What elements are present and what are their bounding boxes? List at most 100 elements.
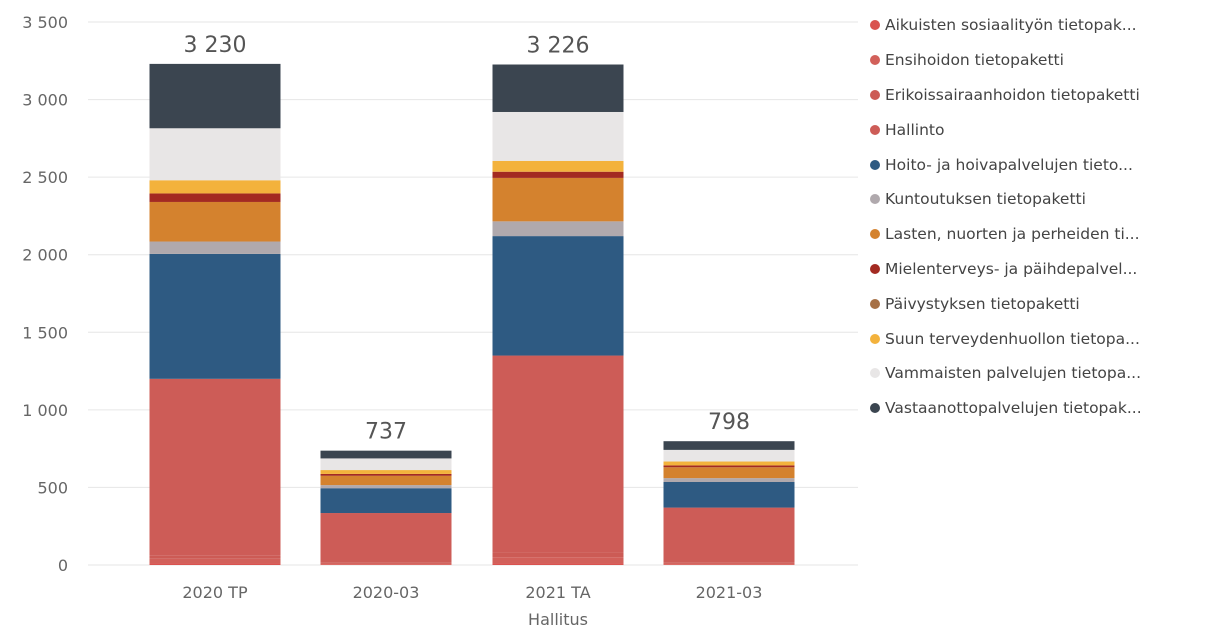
- bar-segment[interactable]: [492, 355, 624, 553]
- legend-swatch: [870, 89, 880, 100]
- legend-swatch: [870, 403, 880, 414]
- legend-label: Erikoissairaanhoidon tietopaketti: [885, 85, 1140, 104]
- x-category-label: 2021 TA: [525, 583, 590, 602]
- bar-segment[interactable]: [320, 513, 452, 563]
- y-tick-label: 3 500: [22, 13, 68, 32]
- bar-segment[interactable]: [149, 241, 281, 254]
- legend-label: Mielenterveys- ja päihdepalvel...: [885, 259, 1138, 278]
- total-label: 737: [365, 420, 407, 445]
- legend-label: Vastaanottopalvelujen tietopak...: [885, 399, 1142, 418]
- legend-swatch: [870, 55, 880, 66]
- legend-swatch: [870, 194, 880, 205]
- legend-item[interactable]: Hallinto: [870, 112, 1230, 147]
- total-label: 798: [708, 410, 750, 435]
- legend-item[interactable]: Aikuisten sosiaalityön tietopak...: [870, 8, 1230, 43]
- bar-segment[interactable]: [492, 552, 624, 558]
- legend-swatch: [870, 124, 880, 135]
- bar-segment[interactable]: [492, 221, 624, 237]
- bar-segment[interactable]: [320, 470, 452, 474]
- bar-segment[interactable]: [320, 450, 452, 459]
- bar-segment[interactable]: [320, 485, 452, 489]
- bar-segment[interactable]: [149, 128, 281, 181]
- bar-segment[interactable]: [663, 563, 795, 565]
- bar-stack[interactable]: [320, 450, 452, 565]
- bar-segment[interactable]: [320, 458, 452, 471]
- bar-segment[interactable]: [663, 507, 795, 563]
- bar-segment[interactable]: [320, 488, 452, 514]
- bar-segment[interactable]: [320, 564, 452, 565]
- legend-item[interactable]: Päivystyksen tietopaketti: [870, 286, 1230, 321]
- legend-item[interactable]: Vammaisten palvelujen tietopa...: [870, 356, 1230, 391]
- bar-segment[interactable]: [492, 557, 624, 564]
- legend-swatch: [870, 159, 880, 170]
- bar-segment[interactable]: [149, 253, 281, 379]
- x-category-label: 2020-03: [353, 583, 420, 602]
- legend-swatch: [870, 333, 880, 344]
- bar-segment[interactable]: [663, 461, 795, 466]
- bar-segment[interactable]: [663, 449, 795, 462]
- bar-segment[interactable]: [663, 441, 795, 450]
- bar-segment[interactable]: [149, 201, 281, 242]
- bar-segment[interactable]: [663, 481, 795, 508]
- legend-item[interactable]: Lasten, nuorten ja perheiden ti...: [870, 217, 1230, 252]
- bar-segment[interactable]: [149, 193, 281, 202]
- bar-segment[interactable]: [492, 160, 624, 172]
- bar-segment[interactable]: [320, 475, 452, 486]
- bar-stack[interactable]: [492, 64, 624, 565]
- bar-stack[interactable]: [663, 441, 795, 565]
- legend-label: Vammaisten palvelujen tietopa...: [885, 364, 1142, 383]
- stacked-bar-chart: 0 500 1 000 1 500 2 000 2 500 3 000 3 500 3 230…: [22, 13, 858, 629]
- legend-label: Lasten, nuorten ja perheiden ti...: [885, 225, 1140, 244]
- total-labels: 3 230 737 3 226 798: [184, 33, 750, 445]
- bar-segment[interactable]: [663, 467, 795, 479]
- legend-swatch: [870, 298, 880, 309]
- legend-item[interactable]: Hoito- ja hoivapalvelujen tieto...: [870, 147, 1230, 182]
- y-axis-ticks: 0 500 1 000 1 500 2 000 2 500 3 000 3 500: [22, 13, 68, 575]
- bar-segment[interactable]: [149, 378, 281, 556]
- bar-segment[interactable]: [149, 563, 281, 565]
- bar-segment[interactable]: [663, 562, 795, 564]
- legend-item[interactable]: Mielenterveys- ja päihdepalvel...: [870, 252, 1230, 287]
- bar-segment[interactable]: [492, 236, 624, 356]
- x-category-sublabel: Hallitus: [528, 610, 588, 629]
- bar-segment[interactable]: [149, 558, 281, 564]
- legend-label: Ensihoidon tietopaketti: [885, 51, 1064, 70]
- bar-segment[interactable]: [320, 562, 452, 564]
- bar-segment[interactable]: [149, 180, 281, 194]
- y-tick-label: 0: [58, 556, 68, 575]
- legend-label: Kuntoutuksen tietopaketti: [885, 190, 1086, 209]
- y-tick-label: 2 500: [22, 168, 68, 187]
- bar-segment[interactable]: [663, 478, 795, 482]
- legend: Aikuisten sosiaalityön tietopak... Ensiho…: [870, 8, 1230, 426]
- bar-segment[interactable]: [492, 171, 624, 178]
- y-tick-label: 2 000: [22, 246, 68, 265]
- bar-segment[interactable]: [663, 564, 795, 565]
- x-axis-categories: 2020 TP 2020-03 2021 TA Hallitus 2021-03: [182, 583, 762, 629]
- legend-item[interactable]: Erikoissairaanhoidon tietopaketti: [870, 78, 1230, 113]
- bar-segment[interactable]: [320, 473, 452, 476]
- bar-stack[interactable]: [149, 63, 281, 565]
- legend-swatch: [870, 263, 880, 274]
- legend-item[interactable]: Vastaanottopalvelujen tietopak...: [870, 391, 1230, 426]
- legend-label: Suun terveydenhuollon tietopa...: [885, 329, 1140, 348]
- legend-item[interactable]: Kuntoutuksen tietopaketti: [870, 182, 1230, 217]
- legend-label: Aikuisten sosiaalityön tietopak...: [885, 16, 1137, 35]
- legend-swatch: [870, 20, 880, 31]
- legend-label: Hallinto: [885, 120, 945, 139]
- legend-swatch: [870, 368, 880, 379]
- bar-segment[interactable]: [663, 465, 795, 468]
- bar-segment[interactable]: [492, 64, 624, 112]
- legend-item[interactable]: Suun terveydenhuollon tietopa...: [870, 321, 1230, 356]
- bar-segment[interactable]: [492, 111, 624, 161]
- bars: [149, 63, 795, 565]
- bar-segment[interactable]: [149, 555, 281, 559]
- legend-item[interactable]: Ensihoidon tietopaketti: [870, 43, 1230, 78]
- y-tick-label: 1 500: [22, 323, 68, 342]
- bar-segment[interactable]: [492, 177, 624, 222]
- bar-segment[interactable]: [492, 563, 624, 565]
- x-category-label: 2020 TP: [182, 583, 248, 602]
- bar-segment[interactable]: [320, 563, 452, 565]
- y-tick-label: 1 000: [22, 401, 68, 420]
- y-tick-label: 500: [37, 478, 68, 497]
- bar-segment[interactable]: [149, 63, 281, 129]
